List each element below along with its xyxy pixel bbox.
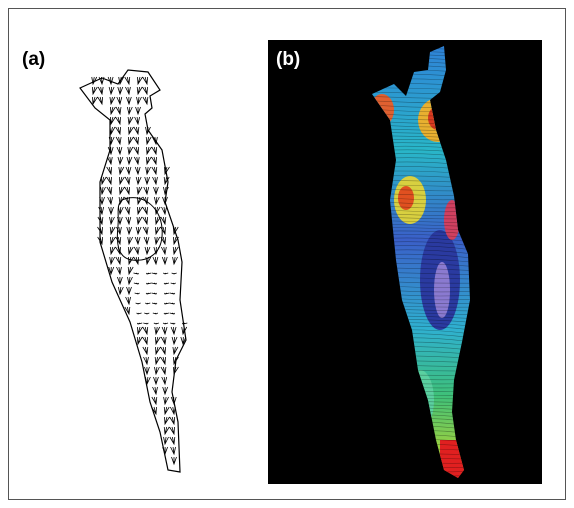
- panel-label: (a): [22, 49, 45, 70]
- figure: (a): [0, 0, 574, 508]
- panel-label: (b): [276, 49, 300, 70]
- page: (a): [0, 0, 574, 508]
- panel-b: (b): [268, 40, 542, 484]
